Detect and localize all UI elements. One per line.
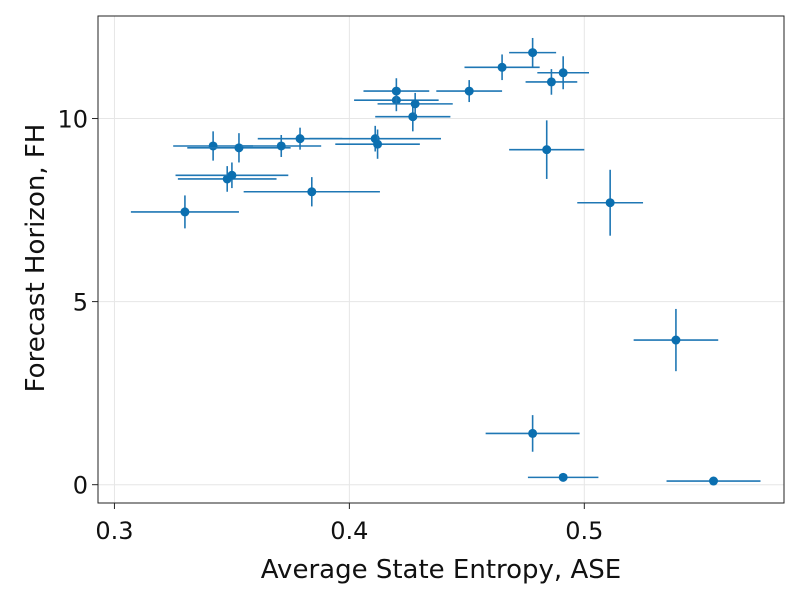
point-marker [295,134,305,144]
point-marker [542,145,552,155]
point-marker [276,141,286,151]
y-tick-label: 0 [73,472,88,500]
data-point [666,476,761,486]
point-marker [208,141,218,151]
data-point [509,37,557,68]
point-marker [464,86,474,96]
point-marker [546,77,556,87]
grid [98,16,784,503]
data-point [175,162,289,189]
x-tick-label: 0.4 [330,517,368,545]
point-marker [709,476,719,486]
point-marker [408,112,418,122]
x-axis-label: Average State Entropy, ASE [261,555,621,585]
data-point [130,195,239,229]
point-marker [605,198,615,208]
data-point [377,92,453,115]
data-point [436,80,503,103]
point-marker [497,62,507,72]
data-point [464,54,540,81]
data-point [509,120,585,179]
point-marker [528,428,538,438]
point-marker [671,335,681,345]
x-tick-label: 0.3 [95,517,133,545]
point-marker [410,99,420,109]
data-point [633,308,719,372]
data-point [177,166,277,192]
y-tick-label: 5 [73,289,88,317]
point-marker [234,143,244,153]
point-marker [391,86,401,96]
point-marker [227,170,237,180]
point-marker [558,472,568,482]
data-points [130,37,761,486]
data-point [527,472,599,482]
point-marker [180,207,190,217]
data-point [537,56,590,90]
point-marker [307,187,317,197]
plot-frame [97,15,785,504]
data-point [243,177,380,207]
point-marker [528,48,538,58]
x-tick-label: 0.5 [565,517,603,545]
data-point [363,78,430,104]
data-point [485,415,580,452]
y-axis-label: Forecast Horizon, FH [21,124,51,393]
point-marker [558,68,568,78]
axis-ticks: 0.3 0.4 0.5 0 5 10 [57,106,603,545]
point-marker [373,139,383,149]
y-tick-label: 10 [57,106,88,134]
data-point [577,169,644,236]
data-point [187,133,291,163]
data-point [335,129,420,159]
